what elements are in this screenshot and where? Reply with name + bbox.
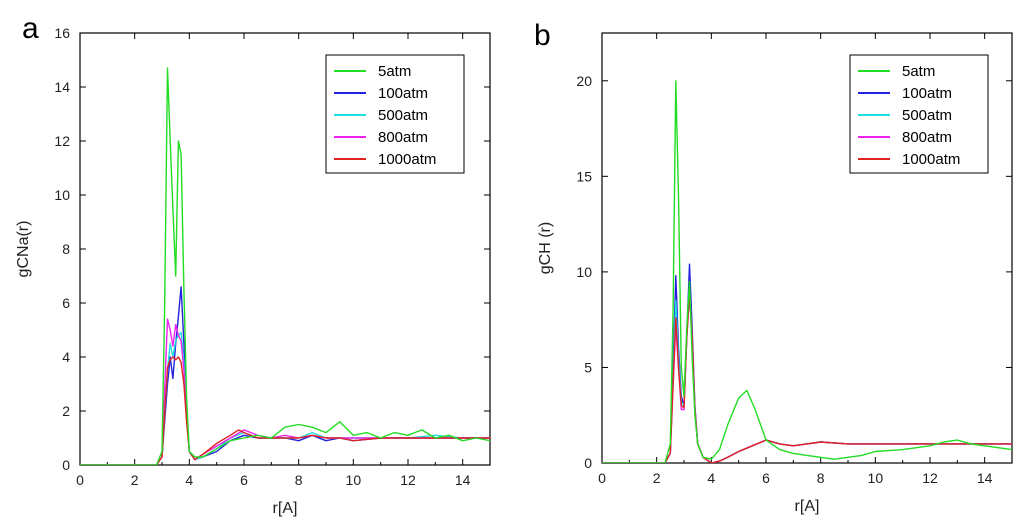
y-tick-label: 14 xyxy=(54,79,70,95)
y-tick-label: 8 xyxy=(62,241,70,257)
y-tick-label: 4 xyxy=(62,349,70,365)
x-tick-label: 8 xyxy=(817,470,825,486)
y-tick-label: 15 xyxy=(576,168,592,184)
series-line-800atm xyxy=(602,294,1012,463)
y-tick-label: 10 xyxy=(54,187,70,203)
series-line-100atm xyxy=(602,263,1012,463)
y-tick-label: 6 xyxy=(62,295,70,311)
y-tick-label: 16 xyxy=(54,25,70,41)
x-tick-label: 2 xyxy=(131,472,139,488)
legend-label: 5atm xyxy=(378,63,411,80)
x-tick-label: 12 xyxy=(400,472,416,488)
series-line-800atm xyxy=(80,318,490,465)
series-line-5atm xyxy=(602,80,1012,463)
x-axis-label: r[A] xyxy=(795,498,820,515)
y-axis-label: gCH (r) xyxy=(537,222,554,274)
y-tick-label: 20 xyxy=(576,73,592,89)
y-tick-label: 12 xyxy=(54,133,70,149)
panel-letter: a xyxy=(22,12,39,45)
series-line-5atm xyxy=(80,67,490,465)
plot-frame xyxy=(601,32,1013,464)
legend-label: 500atm xyxy=(378,107,428,124)
panel-letter: b xyxy=(534,19,551,52)
x-tick-label: 4 xyxy=(185,472,193,488)
y-tick-label: 0 xyxy=(62,457,70,473)
x-tick-label: 6 xyxy=(762,470,770,486)
chart-a-svg: a 0 2 4 6 8 10 12 14 0 2 4 6 8 10 12 14 16 r[A] gCNa(r) 5atm… xyxy=(15,12,491,517)
chart-panel-a: a 0 2 4 6 8 10 12 14 0 2 4 6 8 10 12 14 16 r[A] gCNa(r) 5atm… xyxy=(15,12,491,517)
series-line-1000atm xyxy=(80,356,490,465)
y-axis-label: gCNa(r) xyxy=(15,221,32,278)
legend-label: 100atm xyxy=(902,85,952,102)
x-tick-label: 4 xyxy=(707,470,715,486)
legend-label: 500atm xyxy=(902,107,952,124)
x-tick-label: 0 xyxy=(76,472,84,488)
legend-label: 100atm xyxy=(378,85,428,102)
x-axis-label: r[A] xyxy=(273,500,298,517)
x-tick-label: 10 xyxy=(346,472,362,488)
legend-label: 800atm xyxy=(902,129,952,146)
legend-label: 1000atm xyxy=(378,151,436,168)
x-tick-label: 2 xyxy=(653,470,661,486)
series-line-1000atm xyxy=(602,292,1012,463)
legend-label: 800atm xyxy=(378,129,428,146)
y-tick-label: 5 xyxy=(584,359,592,375)
chart-b-svg: b 0 2 4 6 8 10 12 14 0 5 10 15 20 r[A] gCH (r) 5atm 100at… xyxy=(534,19,1013,515)
chart-panel-b: b 0 2 4 6 8 10 12 14 0 5 10 15 20 r[A] gCH (r) 5atm 100at… xyxy=(512,0,1024,529)
x-tick-label: 10 xyxy=(868,470,884,486)
x-tick-label: 12 xyxy=(922,470,938,486)
series-line-500atm xyxy=(80,332,490,465)
y-tick-label: 10 xyxy=(576,264,592,280)
x-tick-label: 14 xyxy=(455,472,471,488)
legend-label: 5atm xyxy=(902,63,935,80)
x-tick-label: 6 xyxy=(240,472,248,488)
x-tick-label: 14 xyxy=(977,470,993,486)
series-line-500atm xyxy=(602,290,1012,463)
legend-label: 1000atm xyxy=(902,151,960,168)
x-tick-label: 8 xyxy=(295,472,303,488)
x-tick-label: 0 xyxy=(598,470,606,486)
y-tick-label: 2 xyxy=(62,403,70,419)
y-tick-label: 0 xyxy=(584,455,592,471)
